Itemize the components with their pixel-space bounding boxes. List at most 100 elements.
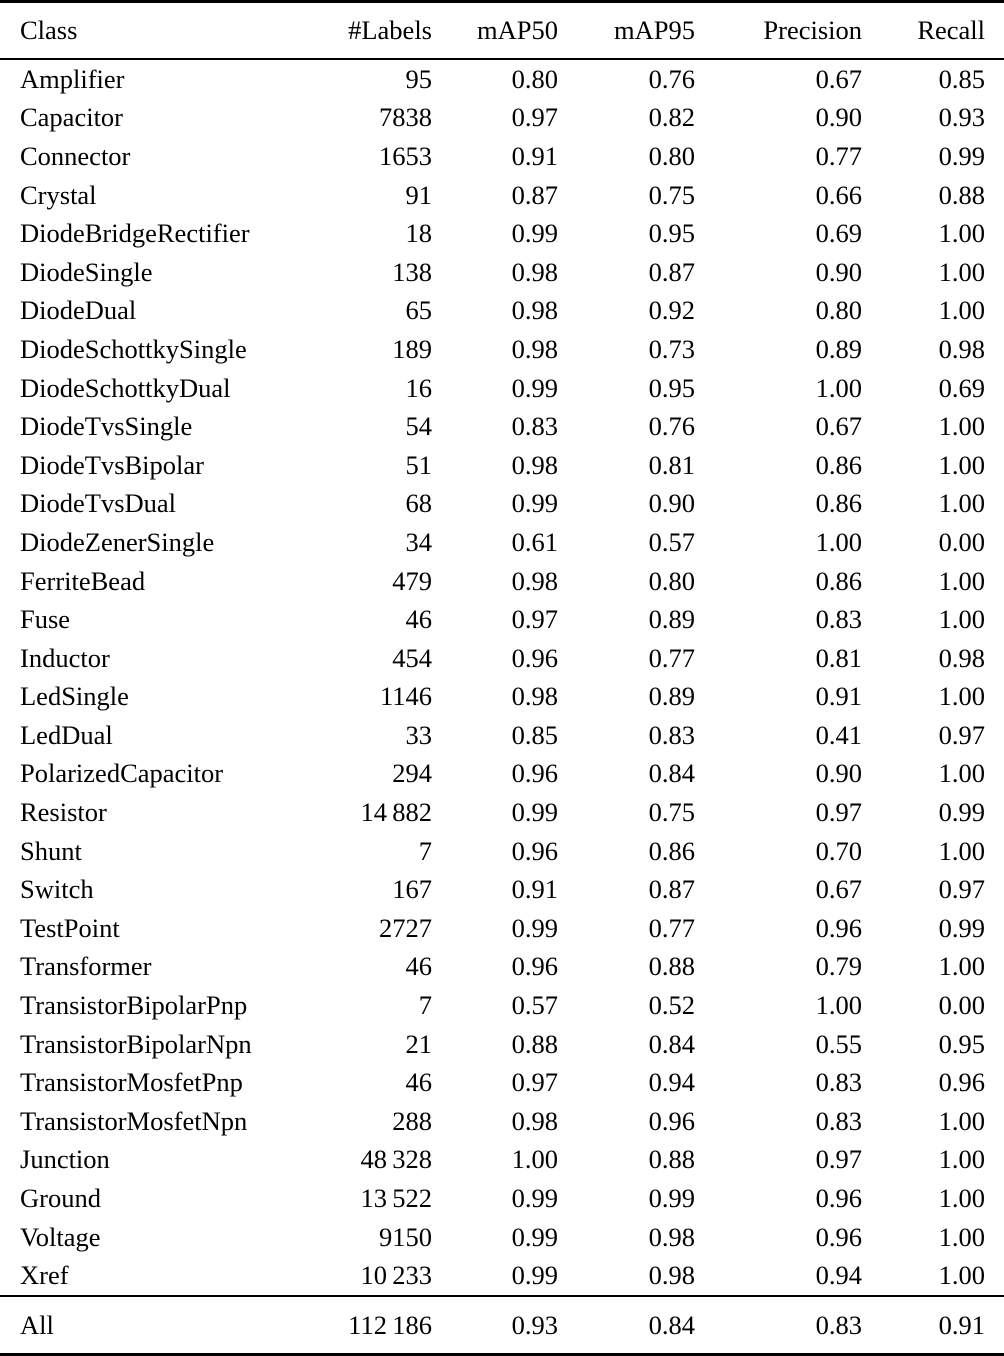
map50-cell: 0.98 — [511, 681, 558, 712]
map50-cell: 0.96 — [511, 758, 558, 789]
map95-cell: 0.89 — [648, 604, 695, 635]
map50-cell: 0.97 — [511, 102, 558, 133]
map50-cell: 0.87 — [511, 179, 558, 210]
precision-cell: 0.70 — [815, 835, 862, 866]
precision-cell: 0.79 — [815, 951, 862, 982]
map50-cell: 0.96 — [511, 951, 558, 982]
table-row: Junction 48 328 1.00 0.88 0.97 1.00 — [0, 1141, 1004, 1180]
class-cell: LedSingle — [20, 681, 129, 712]
class-cell: Voltage — [20, 1221, 101, 1252]
precision-cell: 0.67 — [815, 874, 862, 905]
class-cell: LedDual — [20, 719, 113, 750]
precision-cell: 0.94 — [815, 1260, 862, 1291]
labels-cell: 1146 — [379, 681, 432, 712]
class-cell: Crystal — [20, 179, 97, 210]
map95-cell: 0.90 — [648, 488, 695, 519]
class-cell: DiodeBridgeRectifier — [20, 218, 250, 249]
map95-cell: 0.98 — [648, 1260, 695, 1291]
precision-cell: 0.80 — [815, 295, 862, 326]
map95-cell: 0.75 — [648, 797, 695, 828]
map50-cell: 0.99 — [511, 1183, 558, 1214]
recall-cell: 1.00 — [938, 835, 985, 866]
labels-cell: 46 — [405, 604, 433, 635]
class-cell: TestPoint — [20, 912, 120, 943]
map50-cell: 0.98 — [511, 256, 558, 287]
recall-cell: 1.00 — [938, 1260, 985, 1291]
table-row: Fuse 46 0.97 0.89 0.83 1.00 — [0, 600, 1004, 639]
recall-cell: 0.99 — [938, 140, 985, 171]
recall-cell: 0.98 — [938, 642, 985, 673]
labels-cell: 294 — [392, 758, 432, 789]
class-cell: Switch — [20, 874, 94, 905]
map95-cell: 0.73 — [648, 333, 695, 364]
precision-cell: 0.41 — [815, 719, 862, 750]
column-header-recall: Recall — [862, 1, 1004, 60]
table-footer-row: All 112 186 0.93 0.84 0.83 0.91 — [0, 1295, 1004, 1355]
map50-cell: 0.91 — [511, 874, 558, 905]
map95-cell: 0.88 — [648, 1144, 695, 1175]
class-cell: TransistorBipolarNpn — [20, 1028, 252, 1059]
class-cell: PolarizedCapacitor — [20, 758, 224, 789]
table-row: Switch 167 0.91 0.87 0.67 0.97 — [0, 870, 1004, 909]
map50-cell: 0.98 — [511, 333, 558, 364]
map95-cell: 0.92 — [648, 295, 695, 326]
table-row: DiodeSchottkyDual 16 0.99 0.95 1.00 0.69 — [0, 369, 1004, 408]
recall-cell: 0.00 — [938, 526, 985, 557]
map50-cell: 0.80 — [511, 63, 558, 94]
map95-cell: 0.76 — [648, 411, 695, 442]
labels-cell: 16 — [405, 372, 433, 403]
precision-cell: 0.83 — [815, 604, 862, 635]
labels-cell: 13 522 — [360, 1183, 432, 1214]
precision-cell: 0.83 — [815, 1067, 862, 1098]
map95-cell: 0.80 — [648, 565, 695, 596]
table-row: Voltage 9150 0.99 0.98 0.96 1.00 — [0, 1218, 1004, 1257]
precision-cell: 0.67 — [815, 411, 862, 442]
precision-cell: 0.77 — [815, 140, 862, 171]
precision-cell: 0.96 — [815, 1183, 862, 1214]
class-cell: Amplifier — [20, 63, 125, 94]
recall-cell: 0.98 — [938, 333, 985, 364]
table-header-row: Class #Labels mAP50 mAP95 Precision Reca… — [0, 1, 1004, 60]
map95-cell: 0.98 — [648, 1221, 695, 1252]
precision-cell: 0.86 — [815, 565, 862, 596]
class-cell: Transformer — [20, 951, 152, 982]
table-row: PolarizedCapacitor 294 0.96 0.84 0.90 1.00 — [0, 755, 1004, 794]
map95-cell: 0.81 — [648, 449, 695, 480]
map50-cell: 0.98 — [511, 449, 558, 480]
map95-cell: 0.89 — [648, 681, 695, 712]
table-row: TransistorMosfetPnp 46 0.97 0.94 0.83 0.96 — [0, 1063, 1004, 1102]
map50-cell: 0.99 — [511, 912, 558, 943]
map50-cell: 0.96 — [511, 835, 558, 866]
class-cell: DiodeSingle — [20, 256, 153, 287]
map95-cell: 0.86 — [648, 835, 695, 866]
map95-cell: 0.84 — [648, 758, 695, 789]
recall-cell: 1.00 — [938, 604, 985, 635]
recall-cell: 0.93 — [938, 102, 985, 133]
map50-cell: 0.99 — [511, 488, 558, 519]
labels-cell: 167 — [392, 874, 432, 905]
recall-cell: 0.97 — [938, 719, 985, 750]
table-row: Shunt 7 0.96 0.86 0.70 1.00 — [0, 832, 1004, 871]
precision-cell: 0.96 — [815, 1221, 862, 1252]
recall-cell: 1.00 — [938, 449, 985, 480]
map50-cell: 0.91 — [511, 140, 558, 171]
class-cell: Capacitor — [20, 102, 124, 133]
map50-cell: 0.99 — [511, 1260, 558, 1291]
labels-cell: 2727 — [379, 912, 432, 943]
footer-precision-cell: 0.83 — [695, 1295, 862, 1355]
class-cell: Resistor — [20, 797, 107, 828]
precision-cell: 0.81 — [815, 642, 862, 673]
recall-cell: 1.00 — [938, 758, 985, 789]
map50-cell: 0.85 — [511, 719, 558, 750]
precision-cell: 0.83 — [815, 1105, 862, 1136]
precision-cell: 0.86 — [815, 488, 862, 519]
precision-cell: 0.55 — [815, 1028, 862, 1059]
labels-cell: 91 — [405, 179, 433, 210]
labels-cell: 7 — [418, 835, 432, 866]
map50-cell: 0.83 — [511, 411, 558, 442]
map50-cell: 0.96 — [511, 642, 558, 673]
table-row: Amplifier 95 0.80 0.76 0.67 0.85 — [0, 59, 1004, 99]
table-row: DiodeTvsBipolar 51 0.98 0.81 0.86 1.00 — [0, 446, 1004, 485]
map95-cell: 0.77 — [648, 912, 695, 943]
labels-cell: 288 — [392, 1105, 432, 1136]
